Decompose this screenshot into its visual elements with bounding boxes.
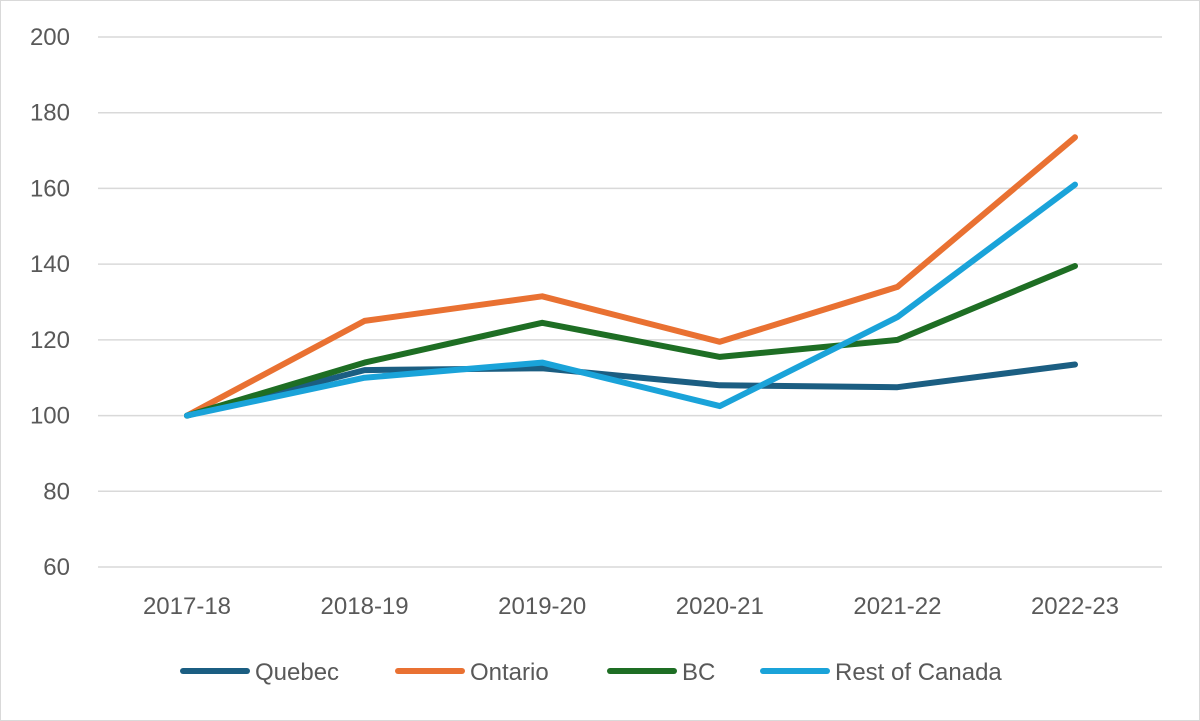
gridlines [98, 36, 1162, 568]
series-line-ontario [184, 134, 1078, 419]
y-tick-label: 120 [30, 327, 70, 354]
legend-label-ontario: Ontario [470, 659, 549, 686]
legend: Quebec Ontario BC Rest of Canada [180, 659, 1002, 686]
y-tick-label: 140 [30, 251, 70, 278]
x-tick-label: 2018-19 [321, 593, 409, 620]
legend-label-quebec: Quebec [255, 659, 339, 686]
series-lines [184, 134, 1078, 419]
y-tick-label: 80 [43, 478, 70, 505]
y-tick-label: 160 [30, 175, 70, 202]
y-tick-label: 200 [30, 24, 70, 51]
x-axis-tick-labels: 2017-18 2018-19 2019-20 2020-21 2021-22 2022-… [143, 593, 1119, 620]
y-tick-label: 180 [30, 100, 70, 127]
series-line-rest-of-canada [184, 181, 1078, 419]
x-tick-label: 2021-22 [853, 593, 941, 620]
x-tick-label: 2019-20 [498, 593, 586, 620]
legend-label-bc: BC [682, 659, 715, 686]
series-line-bc [184, 263, 1078, 419]
x-tick-label: 2020-21 [676, 593, 764, 620]
x-tick-label: 2017-18 [143, 593, 231, 620]
y-tick-label: 100 [30, 403, 70, 430]
x-tick-label: 2022-23 [1031, 593, 1119, 620]
series-line-quebec [184, 361, 1078, 419]
legend-label-rest-of-canada: Rest of Canada [835, 659, 1002, 686]
y-tick-label: 60 [43, 554, 70, 581]
y-axis-tick-labels: 60 80 100 120 140 160 180 200 [30, 24, 70, 581]
